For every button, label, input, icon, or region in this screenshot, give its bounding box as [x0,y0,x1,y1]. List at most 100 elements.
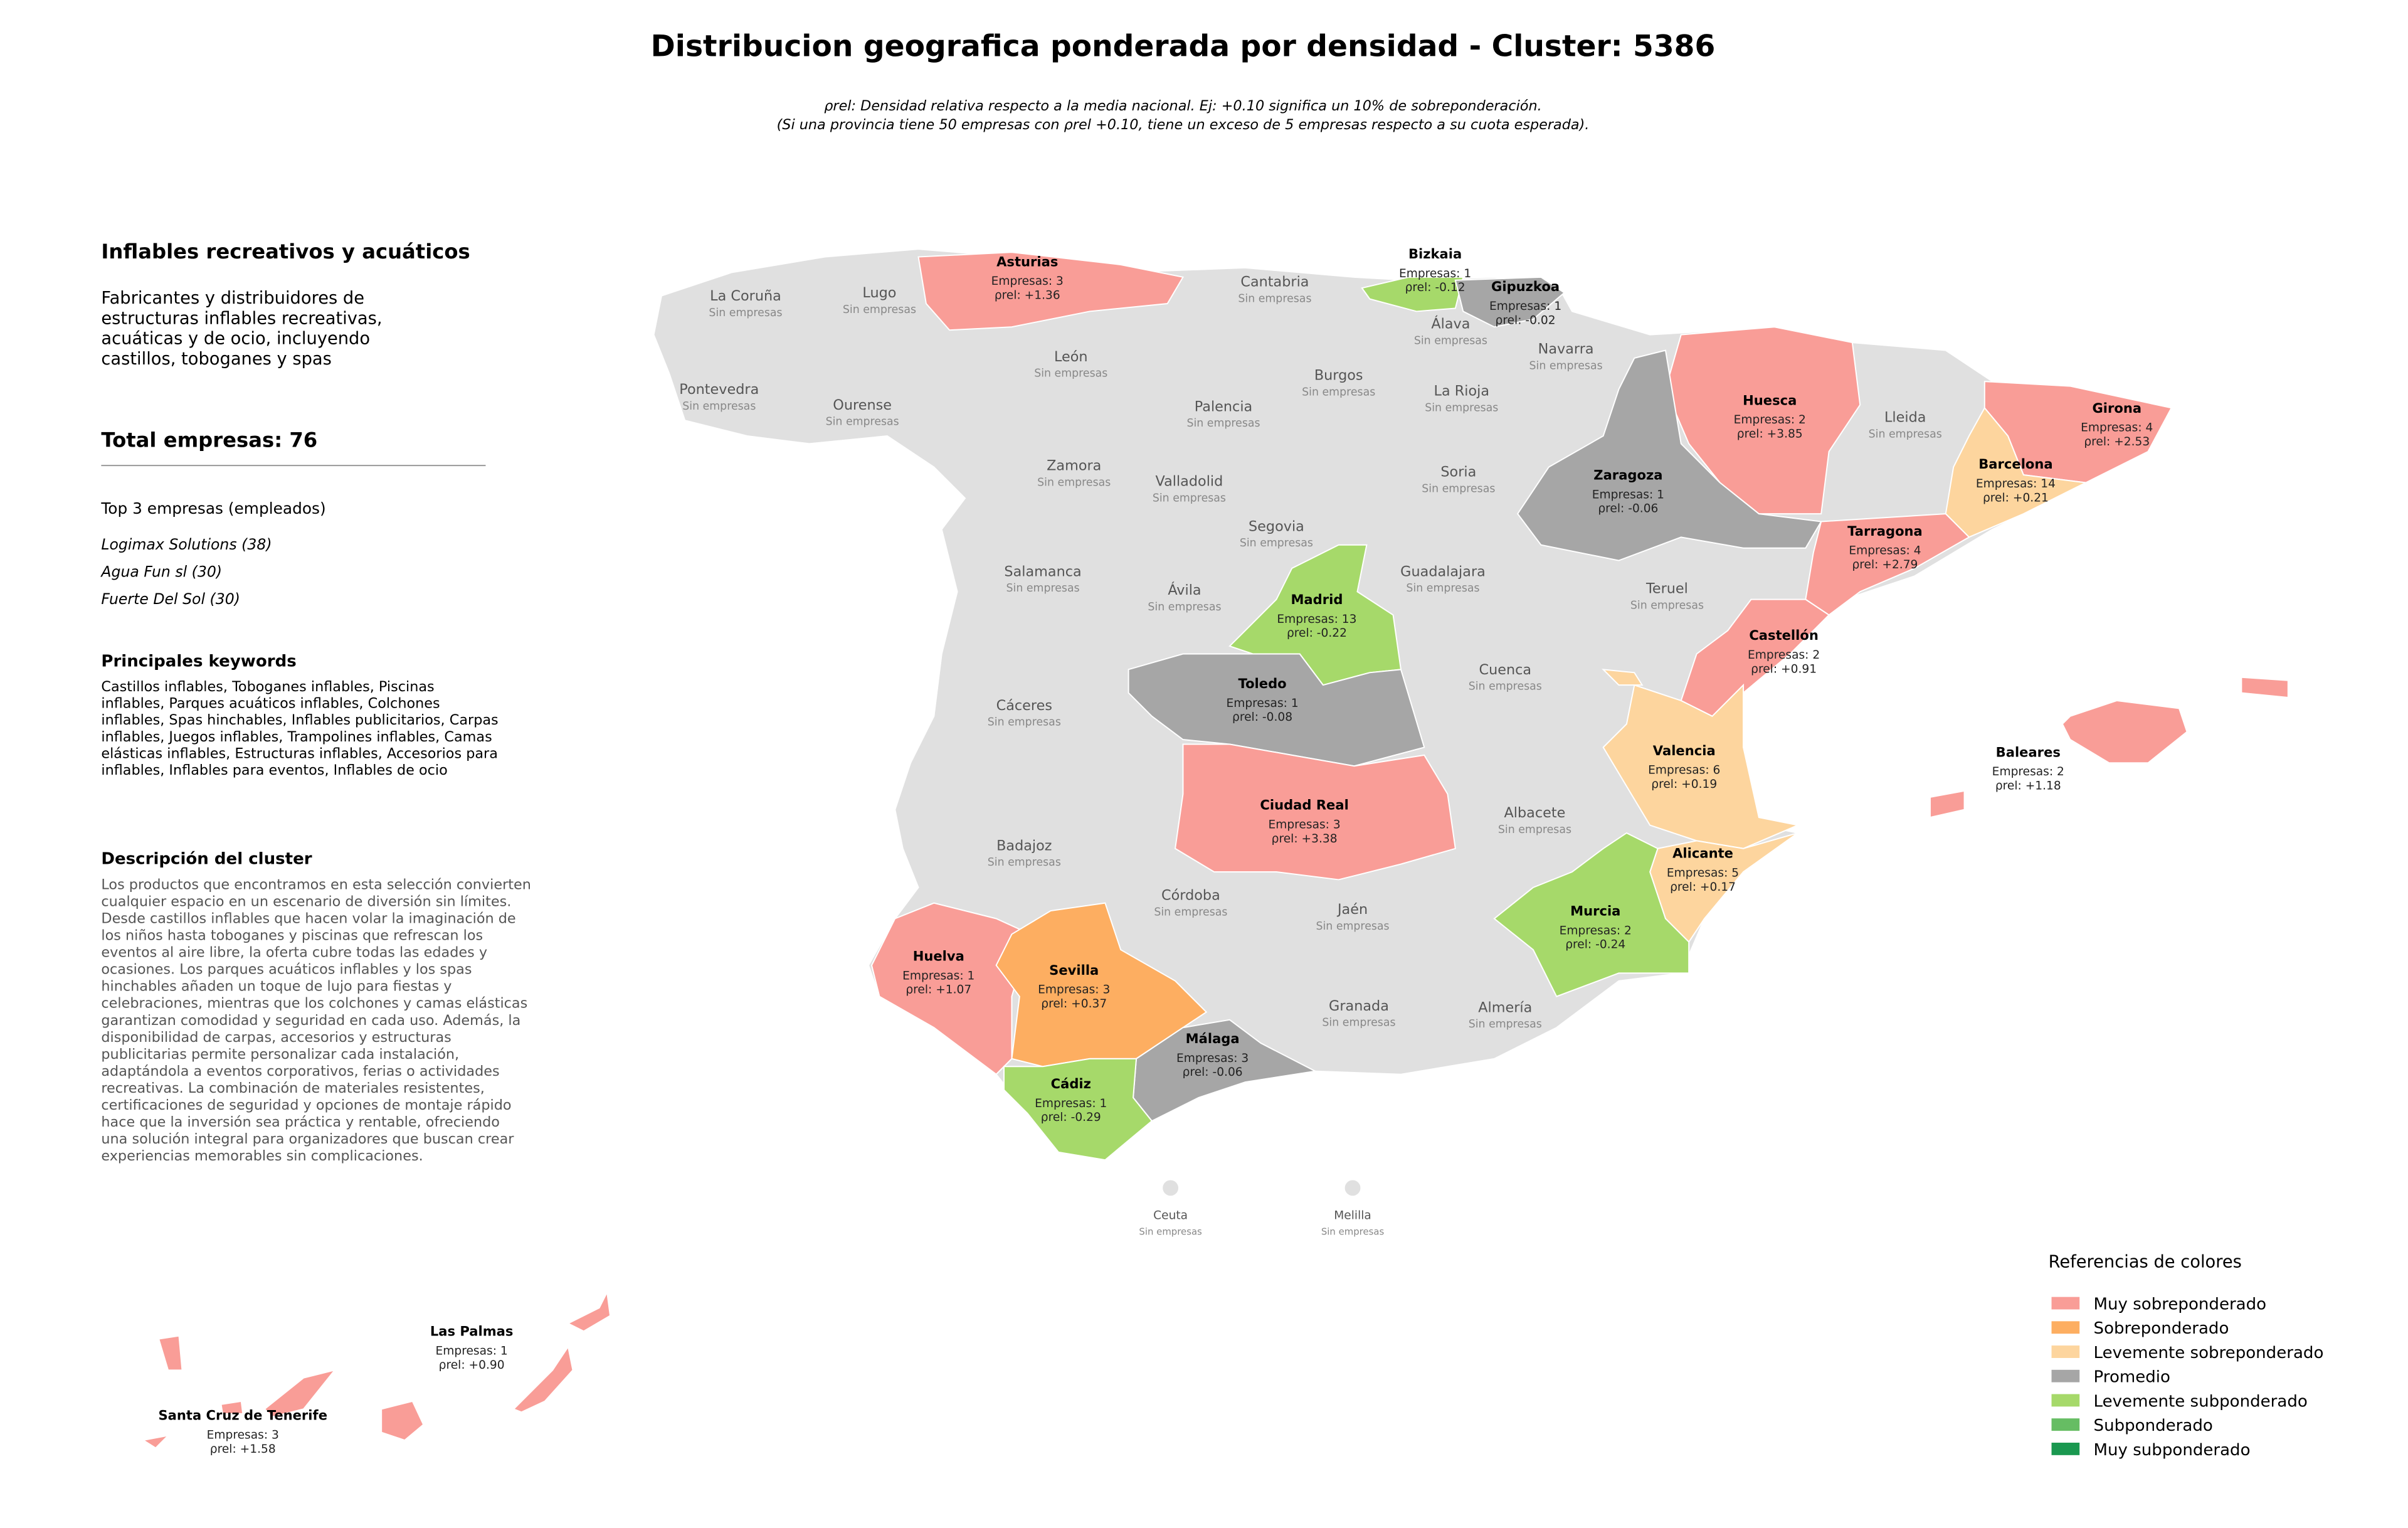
province-name: Toledo [1238,676,1287,691]
province-rho: ρrel: +1.07 [906,984,971,997]
legend-swatch [2051,1297,2080,1310]
description-line: adaptándola a eventos corporativos, feri… [101,1063,499,1080]
province-note: Sin empresas [682,400,756,413]
province-count: Empresas: 14 [1976,477,2056,491]
province-name: Las Palmas [430,1324,514,1339]
province-name: Valencia [1653,743,1716,758]
province-note: Sin empresas [709,307,782,319]
province-shape [2241,676,2289,699]
province-rho: ρrel: -0.12 [1405,281,1465,294]
province-name: Málaga [1186,1031,1240,1046]
province-name: Madrid [1291,592,1343,607]
province-count: Empresas: 13 [1277,613,1356,626]
province-shape [157,1335,183,1371]
keyword-line: inflables, Inflables para eventos, Infla… [101,762,447,778]
province-note: Sin empresas [843,304,916,316]
legend-swatch [2051,1321,2080,1334]
province-shape [1361,276,1464,312]
description-line: garantizan comodidad y seguridad en cada… [101,1012,520,1029]
province-count: Empresas: 2 [1560,924,1632,937]
subtitle: (Si una provincia tiene 50 empresas con … [777,117,1590,133]
province-name: Granada [1329,998,1389,1014]
legend-label: Muy subponderado [2094,1441,2251,1460]
province-name: Guadalajara [1400,563,1486,580]
province-name: Segovia [1249,518,1304,534]
province-count: Empresas: 1 [1489,300,1561,313]
province-shape [2061,699,2188,764]
province-name: León [1054,349,1088,365]
province-note: Sin empresas [1869,428,1942,440]
province-name: Tarragona [1847,523,1923,539]
legend-label: Levemente sobreponderado [2094,1344,2324,1362]
description-line: publicitarias permite personalizar cada … [101,1046,459,1063]
province-name: Almería [1478,999,1532,1016]
panel-heading: Inflables recreativos y acuáticos [101,240,470,263]
legend-swatch [2051,1369,2080,1382]
province-shape [1003,1058,1153,1161]
province-rho: ρrel: +0.21 [1983,491,2049,504]
province-count: Empresas: 1 [1035,1097,1107,1110]
legend-title: Referencias de colores [2049,1252,2242,1271]
province-shape [566,1290,611,1332]
province-note: Sin empresas [1302,386,1375,398]
province-shape [1175,743,1456,881]
province-name: Navarra [1538,341,1594,357]
keyword-line: inflables, Spas hinchables, Inflables pu… [101,712,498,728]
province-note: Sin empresas [1414,335,1487,348]
province-name: Cuenca [1479,662,1532,678]
province-count: Empresas: 1 [902,969,974,982]
province-count: Empresas: 4 [1849,544,1921,558]
legend-label: Muy sobreponderado [2094,1295,2267,1314]
province-name: Huelva [913,948,964,963]
province-count: Empresas: 2 [1734,413,1806,427]
keyword-line: elásticas inflables, Estructuras inflabl… [101,745,498,761]
province-shape [917,252,1185,331]
province-rho: ρrel: +0.91 [1751,662,1817,676]
province-name: Teruel [1645,581,1688,597]
province-note: Sin empresas [1529,359,1603,372]
legend-label: Levemente subponderado [2094,1392,2308,1411]
city-shape [1163,1180,1179,1196]
province-note: Sin empresas [1037,476,1111,489]
province-note: Sin empresas [1154,906,1227,919]
top-company: Fuerte Del Sol (30) [101,590,240,608]
description-line: Desde castillos inflables que hacen vola… [101,910,515,926]
province-note: Sin empresas [1630,600,1704,612]
province-name: Bizkaia [1408,246,1462,262]
province-shape [263,1369,337,1418]
province-rho: ρrel: -0.24 [1565,938,1625,952]
province-note: Sin empresas [988,856,1061,869]
province-rho: ρrel: +0.19 [1651,778,1717,791]
province-name: Alicante [1672,846,1733,861]
province-name: Córdoba [1161,888,1220,904]
province-rho: ρrel: +1.36 [995,289,1060,302]
description-line: certificaciones de seguridad y opciones … [101,1097,511,1113]
province-name: Cádiz [1051,1076,1091,1091]
top-company: Agua Fun sl (30) [100,563,222,581]
summary-line: acuáticas y de ocio, incluyendo [101,329,370,349]
province-shape [1493,832,1690,997]
province-note: Sin empresas [1322,1017,1395,1029]
province-note: Sin empresas [826,416,899,428]
province-name: Ourense [833,397,892,413]
province-count: Empresas: 1 [1226,697,1298,710]
province-name: Zamora [1047,458,1101,474]
description-line: hinchables añaden un toque de lujo para … [101,979,452,995]
province-rho: ρrel: +0.90 [439,1359,505,1372]
description-line: celebraciones, mientras que los colchone… [101,995,527,1012]
province-shape [1127,653,1425,767]
province-name: Huesca [1743,392,1797,408]
province-count: Empresas: 3 [1176,1052,1249,1065]
province-name: Asturias [996,253,1058,269]
province-count: Empresas: 3 [207,1429,279,1442]
province-name: Santa Cruz de Tenerife [159,1408,328,1423]
province-shape [1516,349,1822,561]
province-name: Cáceres [996,698,1052,714]
province-rho: ρrel: +2.53 [2084,435,2150,448]
province-name: Sevilla [1049,962,1099,978]
province-name: Albacete [1504,805,1566,821]
province-shape [1454,276,1566,328]
legend-swatch [2051,1345,2080,1358]
description-line: una solución integral para organizadores… [101,1131,514,1147]
province-shape [512,1345,574,1413]
